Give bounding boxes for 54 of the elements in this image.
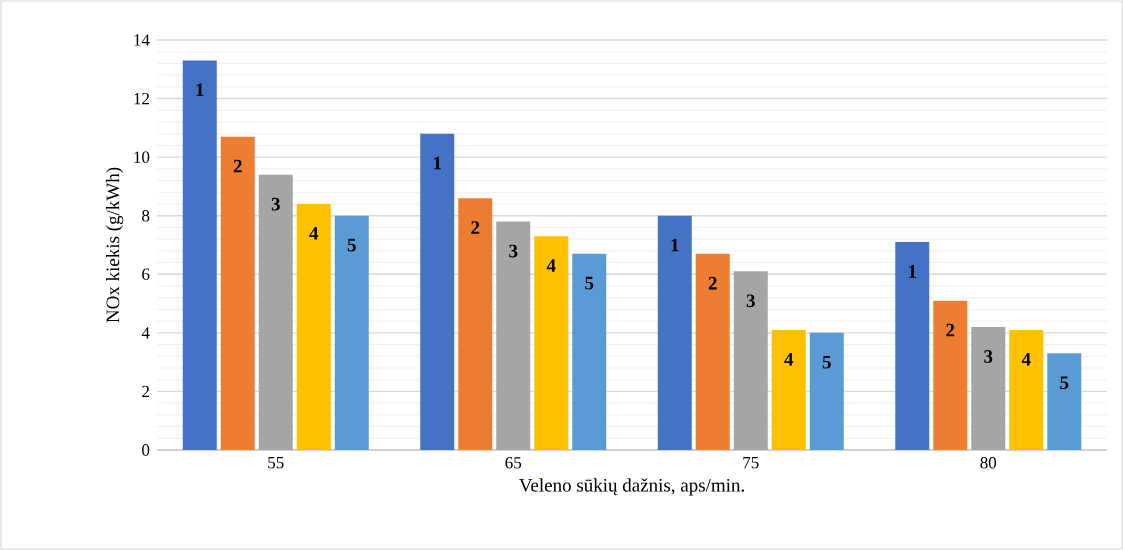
bar bbox=[296, 203, 331, 450]
text: 1 bbox=[909, 265, 917, 278]
bar bbox=[895, 242, 930, 450]
x-tick-label: 55 bbox=[268, 457, 284, 469]
series-label: 1 bbox=[434, 156, 442, 170]
x-tick-label: 65 bbox=[505, 457, 522, 469]
series-label: 3 bbox=[509, 244, 518, 258]
bar bbox=[420, 133, 455, 450]
text: 4 bbox=[784, 352, 794, 366]
text: 4 bbox=[546, 259, 556, 272]
text: 2 bbox=[471, 221, 480, 234]
bar bbox=[695, 253, 730, 450]
series-label: 5 bbox=[585, 276, 594, 290]
bar bbox=[182, 60, 217, 450]
text: 2 bbox=[233, 159, 242, 173]
text: 2 bbox=[946, 323, 955, 337]
bar bbox=[657, 215, 692, 450]
bar bbox=[809, 332, 844, 450]
text: 1 bbox=[671, 238, 679, 252]
bar bbox=[534, 236, 569, 450]
bar bbox=[733, 271, 768, 450]
bar bbox=[771, 329, 806, 450]
bar bbox=[496, 221, 531, 450]
text: 3 bbox=[746, 294, 755, 308]
bar bbox=[220, 136, 255, 450]
y-tick-label: 8 bbox=[142, 209, 150, 222]
bar bbox=[1009, 329, 1044, 450]
bar bbox=[572, 253, 607, 450]
bar bbox=[1047, 353, 1082, 450]
text: 3 bbox=[984, 350, 993, 363]
text: 5 bbox=[347, 238, 356, 252]
y-tick-label: 10 bbox=[134, 151, 150, 163]
text: 5 bbox=[1060, 376, 1069, 390]
bar bbox=[458, 198, 493, 450]
series-label: 4 bbox=[309, 227, 319, 240]
text: 4 bbox=[1021, 352, 1031, 366]
y-axis-title: NOx kiekis (g/kWh) bbox=[105, 167, 124, 323]
bar bbox=[258, 174, 293, 450]
bar bbox=[933, 300, 968, 450]
bar bbox=[971, 326, 1006, 450]
text: 3 bbox=[271, 197, 280, 211]
text: 5 bbox=[822, 355, 831, 369]
y-tick-label: 2 bbox=[142, 385, 150, 398]
y-tick-label: 0 bbox=[142, 444, 150, 456]
bar bbox=[334, 215, 369, 450]
y-tick-label: 12 bbox=[134, 92, 150, 105]
y-tick-label: 14 bbox=[134, 34, 150, 46]
x-axis-title: Veleno sūkių dažnis, aps/min. bbox=[519, 478, 744, 496]
y-tick-label: 6 bbox=[142, 268, 150, 280]
series-label: 2 bbox=[708, 276, 717, 290]
x-tick-label: 75 bbox=[743, 457, 759, 469]
x-tick-label: 80 bbox=[980, 457, 997, 469]
y-tick-label: 4 bbox=[141, 327, 150, 339]
text: 1 bbox=[196, 83, 204, 97]
